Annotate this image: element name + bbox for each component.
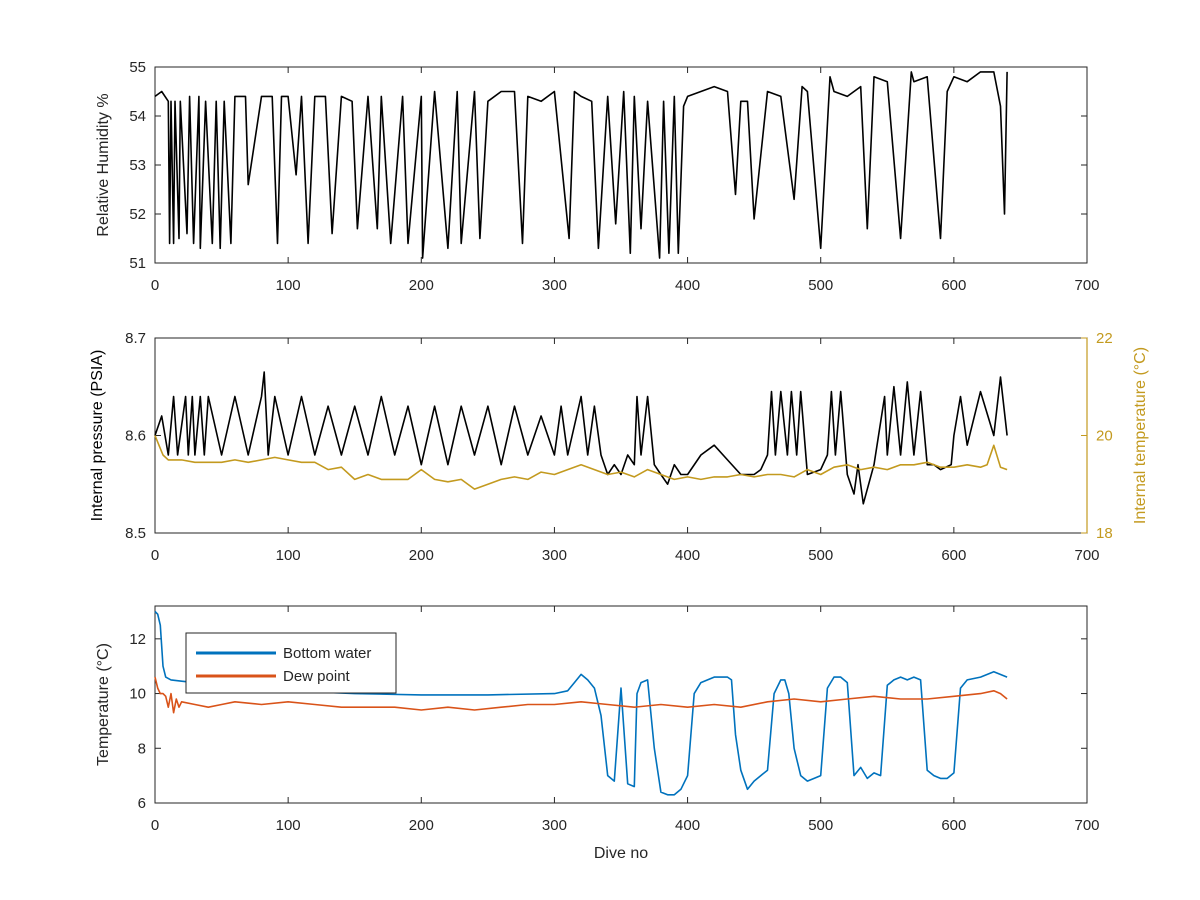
x-tick-label: 400: [675, 817, 700, 834]
y-tick-label: 8.5: [125, 525, 146, 542]
legend-label-1: Bottom water: [283, 645, 371, 662]
x-axis-label: Dive no: [594, 845, 648, 862]
x-tick-label: 400: [675, 547, 700, 564]
legend-label-2: Dew point: [283, 668, 351, 685]
y-axis-label: Temperature (°C): [95, 643, 112, 766]
x-tick-label: 300: [542, 277, 567, 294]
series-line-2: [154, 435, 1008, 490]
x-tick-label: 100: [276, 817, 301, 834]
axes-box: [154, 66, 1088, 264]
x-tick-label: 300: [542, 817, 567, 834]
x-tick-label: 600: [941, 277, 966, 294]
y-tick-label: 54: [129, 108, 146, 125]
y2-tick-label: 22: [1096, 330, 1113, 347]
y-axis-label: Relative Humidity %: [95, 93, 112, 236]
series-line-1: [154, 71, 1008, 259]
axes-box: [154, 337, 1088, 534]
chart-panel-2: 0 100 200 300 400 500 600 700 8.5 8.6 8.7 18 20 22 Int…: [89, 330, 1149, 564]
series-line-1: [154, 610, 1008, 796]
x-tick-label: 200: [409, 817, 434, 834]
y2-axis-label: Internal temperature (°C): [1132, 347, 1149, 524]
x-tick-label: 700: [1074, 277, 1099, 294]
y2-tick-label: 20: [1096, 428, 1113, 445]
x-tick-label: 500: [808, 547, 833, 564]
x-tick-label: 500: [808, 277, 833, 294]
x-tick-label: 200: [409, 547, 434, 564]
y-tick-label: 52: [129, 206, 146, 223]
x-tick-label: 300: [542, 547, 567, 564]
y-axis-label: Internal pressure (PSIA): [89, 350, 106, 522]
y-tick-label: 8.7: [125, 330, 146, 347]
x-tick-label: 600: [941, 817, 966, 834]
series-line-2: [154, 676, 1008, 714]
y-tick-label: 8: [138, 740, 146, 757]
y-tick-label: 51: [129, 255, 146, 272]
x-tick-label: 0: [151, 277, 159, 294]
x-tick-label: 100: [276, 547, 301, 564]
series-line-1: [154, 371, 1008, 505]
y2-tick-label: 18: [1096, 525, 1113, 542]
y-tick-label: 6: [138, 795, 146, 812]
chart-panel-1: 0 100 200 300 400 500 600 700 51 52 53 54 55 Relative…: [95, 59, 1100, 294]
x-tick-label: 500: [808, 817, 833, 834]
x-tick-label: 400: [675, 277, 700, 294]
y-tick-label: 8.6: [125, 428, 146, 445]
y-tick-label: 12: [129, 631, 146, 648]
legend-box: [185, 632, 397, 694]
x-tick-label: 200: [409, 277, 434, 294]
x-tick-label: 0: [151, 817, 159, 834]
panels: 0 100 200 300 400 500 600 7005152535455Relative…: [89, 59, 1149, 862]
chart-panel-3: 0 100 200 300 400 500 600 700 6 8 10 12 Temperature …: [95, 605, 1100, 862]
x-tick-label: 700: [1074, 547, 1099, 564]
x-tick-label: 700: [1074, 817, 1099, 834]
y-tick-label: 53: [129, 157, 146, 174]
x-tick-label: 0: [151, 547, 159, 564]
x-tick-label: 100: [276, 277, 301, 294]
x-tick-label: 600: [941, 547, 966, 564]
legend: Bottom water Dew point: [185, 632, 397, 694]
y-tick-label: 55: [129, 59, 146, 76]
y-tick-label: 10: [129, 686, 146, 703]
